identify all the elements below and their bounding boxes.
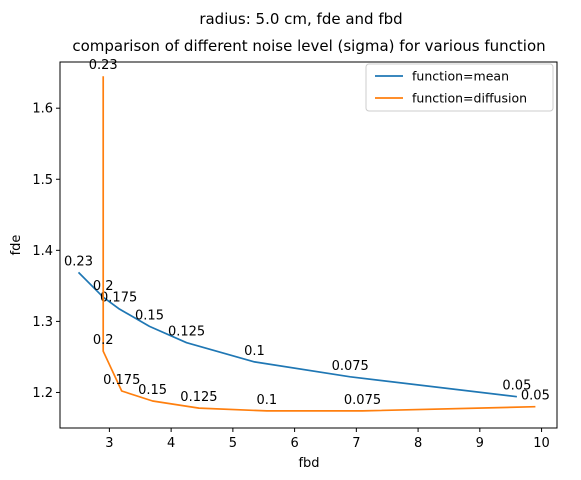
plot-area: 0.230.20.1750.150.1250.10.0750.050.230.2…	[64, 58, 550, 412]
data-label: 0.23	[64, 254, 93, 269]
x-tick-label: 8	[414, 436, 422, 451]
y-tick-label: 1.5	[32, 173, 53, 188]
legend-label: function=diffusion	[412, 91, 527, 106]
x-tick-label: 4	[167, 436, 175, 451]
series-line-2	[102, 76, 536, 412]
x-axis-label: fbd	[298, 456, 319, 471]
data-label: 0.05	[521, 389, 550, 404]
data-label: 0.1	[256, 393, 277, 408]
x-tick-label: 10	[533, 436, 550, 451]
x-tick-label: 9	[476, 436, 484, 451]
y-axis: 1.2 1.3 1.4 1.5 1.6	[32, 102, 60, 401]
plot-frame	[59, 61, 558, 429]
data-label: 0.2	[93, 333, 114, 348]
y-tick-label: 1.3	[32, 315, 53, 330]
x-tick-label: 6	[290, 436, 298, 451]
data-label: 0.175	[103, 373, 140, 388]
x-tick-label: 7	[352, 436, 360, 451]
data-label: 0.075	[344, 393, 381, 408]
data-label: 0.23	[89, 58, 118, 73]
data-label: 0.125	[168, 325, 205, 340]
data-label: 0.15	[138, 383, 167, 398]
series-line-1	[77, 271, 518, 398]
chart-title: comparison of different noise level (sig…	[72, 37, 545, 55]
legend-box	[365, 63, 554, 112]
x-tick-label: 5	[229, 436, 237, 451]
data-label: 0.175	[100, 291, 137, 306]
y-axis-label: fde	[9, 235, 24, 256]
y-tick-label: 1.4	[32, 244, 53, 259]
data-label: 0.05	[502, 379, 531, 394]
chart-suptitle: radius: 5.0 cm, fde and fbd	[199, 10, 402, 28]
x-tick-label: 3	[105, 436, 113, 451]
y-tick-label: 1.6	[32, 102, 53, 117]
data-label: 0.125	[180, 390, 217, 405]
data-label: 0.075	[332, 359, 369, 374]
legend-label: function=mean	[412, 69, 509, 84]
y-tick-label: 1.2	[32, 386, 53, 401]
x-axis: 3 4 5 6 7 8 9 10	[105, 428, 550, 451]
data-label: 0.15	[135, 308, 164, 323]
data-label: 0.1	[244, 344, 265, 359]
legend: function=mean function=diffusion	[365, 63, 554, 112]
